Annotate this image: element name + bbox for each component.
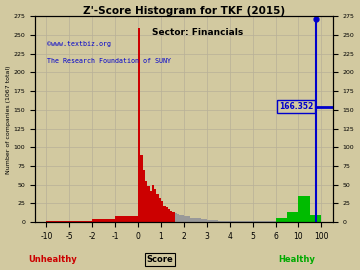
- Bar: [275, 218, 287, 222]
- Bar: [168, 209, 170, 222]
- Bar: [172, 212, 175, 222]
- Text: The Research Foundation of SUNY: The Research Foundation of SUNY: [47, 58, 171, 63]
- Bar: [195, 218, 201, 222]
- Bar: [152, 185, 154, 222]
- Bar: [115, 216, 138, 222]
- Y-axis label: Number of companies (1067 total): Number of companies (1067 total): [5, 65, 10, 174]
- Text: Sector: Financials: Sector: Financials: [152, 28, 244, 37]
- Bar: [241, 221, 253, 222]
- Bar: [175, 213, 177, 222]
- Bar: [69, 221, 92, 222]
- Bar: [143, 170, 145, 222]
- Bar: [201, 219, 207, 222]
- Bar: [166, 207, 168, 222]
- Bar: [298, 196, 310, 222]
- Bar: [253, 221, 275, 222]
- Bar: [212, 220, 218, 222]
- Bar: [170, 211, 172, 222]
- Bar: [161, 201, 163, 222]
- Bar: [159, 198, 161, 222]
- Bar: [138, 28, 140, 222]
- Bar: [154, 189, 156, 222]
- Bar: [207, 220, 212, 222]
- Text: ©www.textbiz.org: ©www.textbiz.org: [47, 41, 111, 47]
- Bar: [145, 181, 147, 222]
- Bar: [163, 206, 166, 222]
- Bar: [179, 215, 181, 222]
- Bar: [46, 221, 69, 222]
- Title: Z'-Score Histogram for TKF (2015): Z'-Score Histogram for TKF (2015): [83, 6, 285, 16]
- Bar: [287, 212, 298, 222]
- Bar: [230, 221, 241, 222]
- Bar: [147, 186, 149, 222]
- Bar: [218, 221, 224, 222]
- Bar: [177, 214, 179, 222]
- Text: Score: Score: [147, 255, 174, 264]
- Bar: [224, 221, 230, 222]
- Bar: [149, 191, 152, 222]
- Text: Unhealthy: Unhealthy: [28, 255, 77, 264]
- Bar: [310, 215, 321, 222]
- Text: 166.352: 166.352: [279, 102, 313, 112]
- Bar: [181, 215, 184, 222]
- Bar: [140, 155, 143, 222]
- Bar: [190, 218, 195, 222]
- Bar: [156, 194, 159, 222]
- Text: Healthy: Healthy: [279, 255, 315, 264]
- Bar: [184, 216, 190, 222]
- Bar: [92, 219, 115, 222]
